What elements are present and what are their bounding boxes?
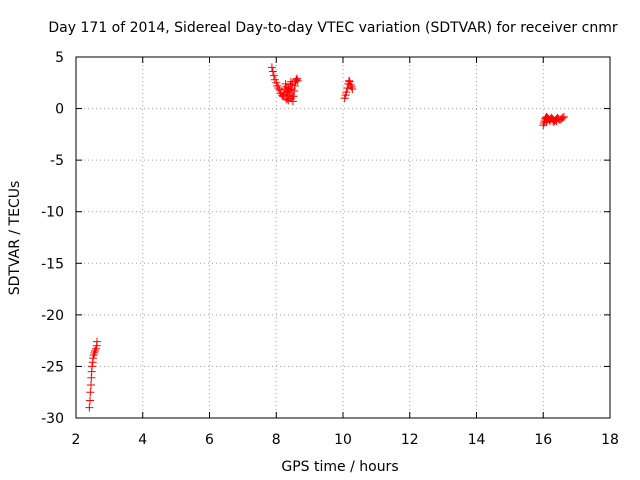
data-point	[286, 94, 295, 103]
x-tick-label: 6	[205, 432, 214, 448]
data-point	[549, 117, 558, 126]
x-tick-label: 14	[468, 432, 486, 448]
y-tick-label: -30	[41, 411, 64, 427]
x-axis-label: GPS time / hours	[281, 459, 398, 475]
data-point	[542, 117, 551, 126]
data-point	[274, 83, 283, 92]
y-tick-label: 0	[55, 102, 64, 118]
grid-lines	[76, 57, 610, 418]
data-point	[91, 346, 100, 355]
data-point	[89, 351, 98, 360]
data-point	[85, 403, 94, 412]
data-point	[552, 116, 561, 125]
x-tick-label: 12	[401, 432, 419, 448]
axis-tick-labels: 2 4 6 8 10 12 14 16 18 5 0 -5 -10 -15 -20 -25 -30	[41, 50, 619, 448]
data-point	[292, 74, 301, 83]
data-point	[282, 95, 291, 104]
data-point	[87, 380, 96, 389]
x-tick-label: 16	[534, 432, 552, 448]
data-point	[93, 337, 102, 346]
data-point	[346, 80, 355, 89]
data-point	[348, 84, 357, 93]
data-point	[283, 87, 292, 96]
data-point	[277, 91, 286, 100]
data-point	[90, 349, 99, 358]
data-point	[345, 76, 354, 85]
chart-title: Day 171 of 2014, Sidereal Day-to-day VTE…	[48, 20, 617, 36]
y-axis-label: SDTVAR / TECUs	[7, 181, 23, 296]
data-point	[273, 81, 282, 90]
data-points	[85, 63, 568, 412]
x-tick-label: 8	[272, 432, 281, 448]
data-point	[88, 362, 97, 371]
x-tick-label: 18	[601, 432, 619, 448]
data-point	[285, 89, 294, 98]
x-tick-label: 10	[334, 432, 352, 448]
data-point	[86, 396, 95, 405]
data-point	[347, 82, 356, 91]
plot-border	[75, 56, 611, 419]
y-tick-label: -25	[41, 359, 64, 375]
data-point	[288, 79, 297, 88]
data-point	[86, 388, 95, 397]
data-point	[292, 75, 301, 84]
y-tick-label: 5	[55, 50, 64, 66]
y-tick-label: -5	[50, 153, 64, 169]
y-tick-label: -10	[41, 205, 64, 221]
data-point	[342, 88, 351, 97]
data-point	[290, 87, 299, 96]
data-point	[268, 67, 277, 76]
x-tick-label: 2	[72, 432, 81, 448]
data-point	[545, 116, 554, 125]
data-point	[555, 115, 564, 124]
y-tick-label: -15	[41, 256, 64, 272]
x-tick-label: 4	[138, 432, 147, 448]
data-point	[293, 76, 302, 85]
data-point	[267, 63, 276, 72]
data-point	[559, 112, 568, 121]
y-tick-label: -20	[41, 308, 64, 324]
data-point	[269, 71, 278, 80]
